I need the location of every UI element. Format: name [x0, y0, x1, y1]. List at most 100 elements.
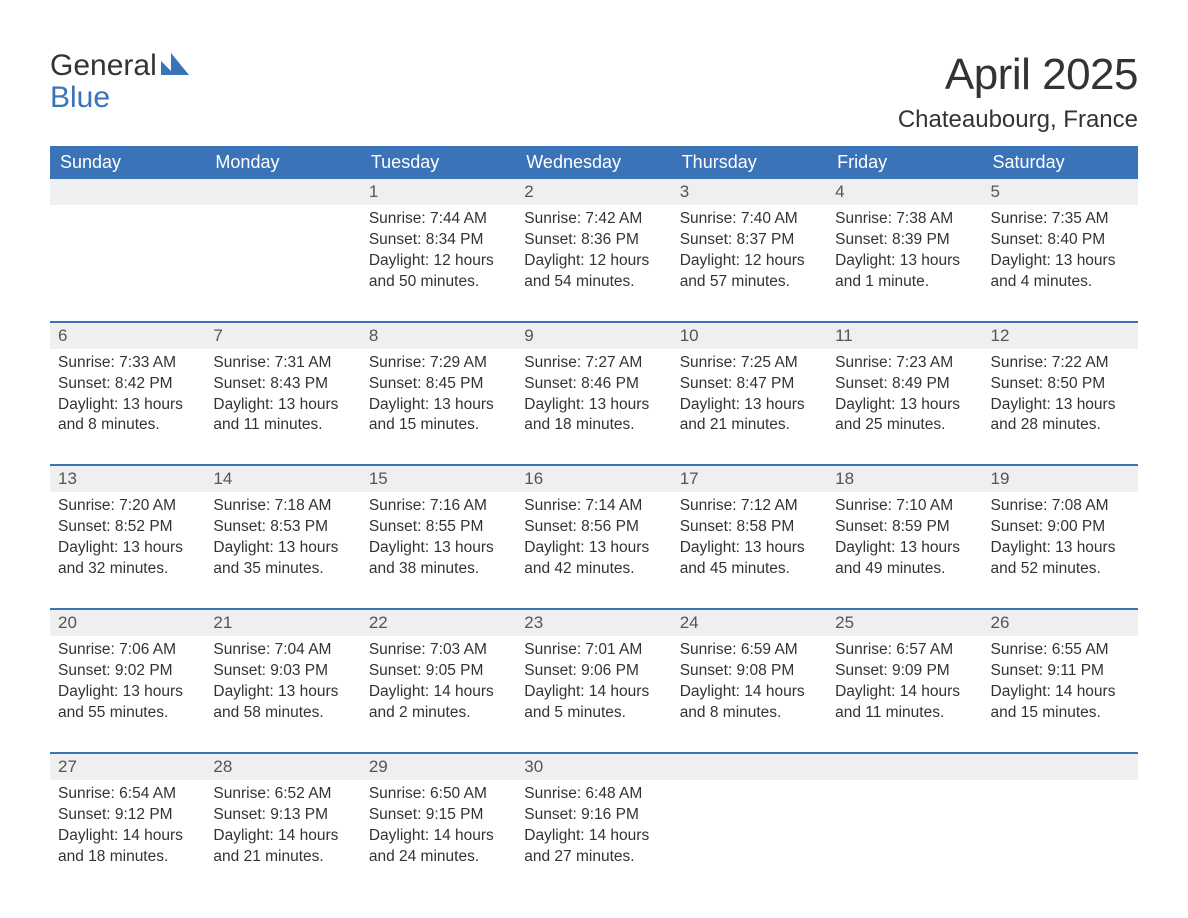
- sunrise-text: Sunrise: 7:23 AM: [835, 353, 974, 374]
- day-number-cell: 10: [672, 322, 827, 349]
- day-content-cell: Sunrise: 6:55 AMSunset: 9:11 PMDaylight:…: [983, 636, 1138, 753]
- sunrise-text: Sunrise: 7:33 AM: [58, 353, 197, 374]
- day-content-cell: Sunrise: 7:03 AMSunset: 9:05 PMDaylight:…: [361, 636, 516, 753]
- sunset-text: Sunset: 9:03 PM: [213, 661, 352, 682]
- page-header: General Blue April 2025 Chateaubourg, Fr…: [50, 50, 1138, 134]
- day-number-cell: 11: [827, 322, 982, 349]
- day-content-cell: Sunrise: 6:50 AMSunset: 9:15 PMDaylight:…: [361, 780, 516, 896]
- calendar-table: SundayMondayTuesdayWednesdayThursdayFrid…: [50, 146, 1138, 895]
- day-number-cell: 26: [983, 609, 1138, 636]
- sunset-text: Sunset: 8:50 PM: [991, 374, 1130, 395]
- title-block: April 2025 Chateaubourg, France: [898, 50, 1138, 134]
- day-number-cell: 30: [516, 753, 671, 780]
- sunset-text: Sunset: 9:13 PM: [213, 805, 352, 826]
- day-number-cell: [50, 179, 205, 205]
- day-number-cell: 9: [516, 322, 671, 349]
- week-number-row: 27282930: [50, 753, 1138, 780]
- sunrise-text: Sunrise: 7:12 AM: [680, 496, 819, 517]
- day-header: Wednesday: [516, 146, 671, 179]
- day-content-cell: Sunrise: 7:29 AMSunset: 8:45 PMDaylight:…: [361, 349, 516, 466]
- sunrise-text: Sunrise: 7:08 AM: [991, 496, 1130, 517]
- day-content-cell: Sunrise: 6:57 AMSunset: 9:09 PMDaylight:…: [827, 636, 982, 753]
- sunset-text: Sunset: 8:52 PM: [58, 517, 197, 538]
- sunset-text: Sunset: 8:45 PM: [369, 374, 508, 395]
- sunrise-text: Sunrise: 6:50 AM: [369, 784, 508, 805]
- day-number-cell: 6: [50, 322, 205, 349]
- day-number-cell: 27: [50, 753, 205, 780]
- daylight-text: Daylight: 13 hours and 4 minutes.: [991, 251, 1130, 293]
- day-number-cell: 2: [516, 179, 671, 205]
- sunset-text: Sunset: 9:11 PM: [991, 661, 1130, 682]
- sunrise-text: Sunrise: 7:18 AM: [213, 496, 352, 517]
- daylight-text: Daylight: 13 hours and 11 minutes.: [213, 395, 352, 437]
- sunset-text: Sunset: 9:16 PM: [524, 805, 663, 826]
- day-number-cell: 28: [205, 753, 360, 780]
- day-content-cell: Sunrise: 7:38 AMSunset: 8:39 PMDaylight:…: [827, 205, 982, 322]
- day-header: Monday: [205, 146, 360, 179]
- sunrise-text: Sunrise: 6:52 AM: [213, 784, 352, 805]
- sunrise-text: Sunrise: 7:16 AM: [369, 496, 508, 517]
- day-content-cell: Sunrise: 7:33 AMSunset: 8:42 PMDaylight:…: [50, 349, 205, 466]
- sunrise-text: Sunrise: 7:40 AM: [680, 209, 819, 230]
- sunset-text: Sunset: 9:02 PM: [58, 661, 197, 682]
- day-number-cell: 19: [983, 465, 1138, 492]
- day-content-cell: Sunrise: 7:22 AMSunset: 8:50 PMDaylight:…: [983, 349, 1138, 466]
- day-number-cell: 14: [205, 465, 360, 492]
- day-content-cell: Sunrise: 7:20 AMSunset: 8:52 PMDaylight:…: [50, 492, 205, 609]
- sunrise-text: Sunrise: 7:44 AM: [369, 209, 508, 230]
- day-content-cell: [983, 780, 1138, 896]
- sunrise-text: Sunrise: 7:06 AM: [58, 640, 197, 661]
- daylight-text: Daylight: 13 hours and 28 minutes.: [991, 395, 1130, 437]
- day-number-cell: 15: [361, 465, 516, 492]
- day-number-cell: 7: [205, 322, 360, 349]
- sunrise-text: Sunrise: 6:48 AM: [524, 784, 663, 805]
- sunset-text: Sunset: 8:55 PM: [369, 517, 508, 538]
- day-number-cell: 3: [672, 179, 827, 205]
- day-content-cell: [50, 205, 205, 322]
- month-title: April 2025: [898, 50, 1138, 100]
- day-number-cell: 23: [516, 609, 671, 636]
- sunset-text: Sunset: 9:09 PM: [835, 661, 974, 682]
- sunrise-text: Sunrise: 6:59 AM: [680, 640, 819, 661]
- daylight-text: Daylight: 13 hours and 58 minutes.: [213, 682, 352, 724]
- day-number-cell: 24: [672, 609, 827, 636]
- day-content-cell: [827, 780, 982, 896]
- sunset-text: Sunset: 8:34 PM: [369, 230, 508, 251]
- day-content-cell: Sunrise: 7:01 AMSunset: 9:06 PMDaylight:…: [516, 636, 671, 753]
- day-number-cell: 20: [50, 609, 205, 636]
- week-number-row: 12345: [50, 179, 1138, 205]
- daylight-text: Daylight: 14 hours and 27 minutes.: [524, 826, 663, 868]
- sunrise-text: Sunrise: 7:27 AM: [524, 353, 663, 374]
- daylight-text: Daylight: 13 hours and 49 minutes.: [835, 538, 974, 580]
- sunset-text: Sunset: 9:12 PM: [58, 805, 197, 826]
- sunrise-text: Sunrise: 6:54 AM: [58, 784, 197, 805]
- day-number-cell: 13: [50, 465, 205, 492]
- sunset-text: Sunset: 8:40 PM: [991, 230, 1130, 251]
- day-content-cell: Sunrise: 7:06 AMSunset: 9:02 PMDaylight:…: [50, 636, 205, 753]
- day-content-cell: Sunrise: 7:04 AMSunset: 9:03 PMDaylight:…: [205, 636, 360, 753]
- daylight-text: Daylight: 14 hours and 11 minutes.: [835, 682, 974, 724]
- week-number-row: 20212223242526: [50, 609, 1138, 636]
- daylight-text: Daylight: 13 hours and 8 minutes.: [58, 395, 197, 437]
- day-number-cell: 25: [827, 609, 982, 636]
- day-number-cell: 17: [672, 465, 827, 492]
- day-number-cell: 29: [361, 753, 516, 780]
- sunrise-text: Sunrise: 7:25 AM: [680, 353, 819, 374]
- daylight-text: Daylight: 13 hours and 55 minutes.: [58, 682, 197, 724]
- sunset-text: Sunset: 8:43 PM: [213, 374, 352, 395]
- day-content-cell: Sunrise: 6:48 AMSunset: 9:16 PMDaylight:…: [516, 780, 671, 896]
- sunrise-text: Sunrise: 7:04 AM: [213, 640, 352, 661]
- day-content-cell: Sunrise: 7:42 AMSunset: 8:36 PMDaylight:…: [516, 205, 671, 322]
- daylight-text: Daylight: 12 hours and 57 minutes.: [680, 251, 819, 293]
- daylight-text: Daylight: 14 hours and 8 minutes.: [680, 682, 819, 724]
- sunset-text: Sunset: 8:59 PM: [835, 517, 974, 538]
- day-number-cell: [205, 179, 360, 205]
- day-number-cell: [983, 753, 1138, 780]
- sunrise-text: Sunrise: 7:14 AM: [524, 496, 663, 517]
- calendar-header-row: SundayMondayTuesdayWednesdayThursdayFrid…: [50, 146, 1138, 179]
- daylight-text: Daylight: 13 hours and 18 minutes.: [524, 395, 663, 437]
- day-header: Sunday: [50, 146, 205, 179]
- daylight-text: Daylight: 13 hours and 45 minutes.: [680, 538, 819, 580]
- day-number-cell: [827, 753, 982, 780]
- day-number-cell: 4: [827, 179, 982, 205]
